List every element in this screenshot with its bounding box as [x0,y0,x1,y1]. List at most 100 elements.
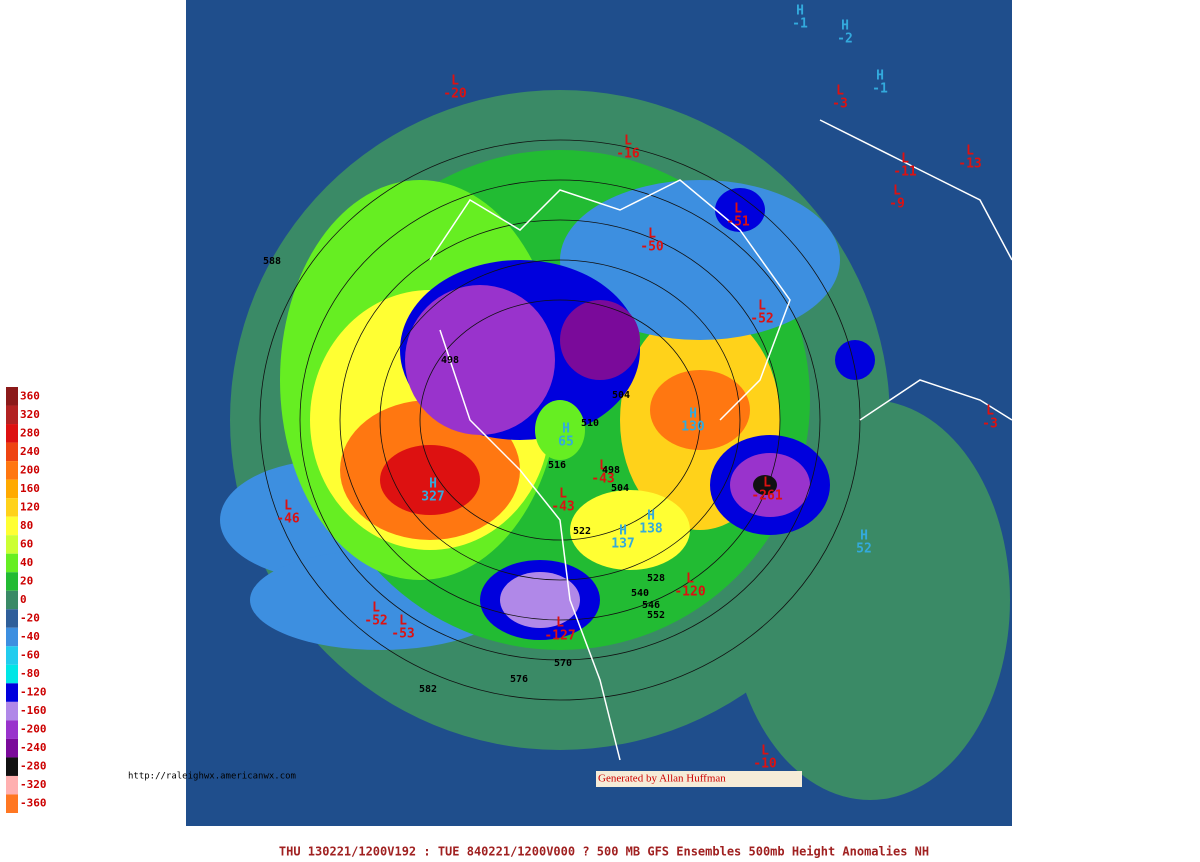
legend-swatch [6,720,18,739]
contour-label: 546 [642,600,660,611]
legend-label: -60 [20,649,40,662]
center-value: -52 [364,614,387,629]
legend-swatch [6,609,18,628]
legend-label: 320 [20,408,40,421]
center-type: H [562,422,570,437]
center-type: L [556,616,564,631]
center-type: L [372,601,380,616]
legend-swatch [6,535,18,554]
center-type: L [966,144,974,159]
center-type: H [841,19,849,34]
center-value: -261 [751,489,782,504]
url: http://raleighwx.americanwx.com [128,772,296,782]
center-type: L [648,227,656,242]
legend-swatch [6,553,18,573]
contour-label: 504 [612,390,630,401]
legend-swatch [6,757,18,776]
center-type: L [559,487,567,502]
center-value: -1 [872,82,888,97]
legend-swatch [6,738,18,758]
legend-swatch [6,479,18,499]
legend-swatch [6,461,18,480]
contour-label: 552 [647,610,665,621]
legend-label: 280 [20,426,40,439]
legend-swatch [6,646,18,665]
center-type: H [429,477,437,492]
legend-label: 0 [20,593,27,606]
center-type: L [836,84,844,99]
credit-box [596,771,802,787]
legend-swatch [6,405,18,425]
center-value: -127 [544,629,575,644]
center-value: -1 [792,17,808,32]
contour-label: 588 [263,256,281,267]
legend-label: -40 [20,630,40,643]
legend-label: -240 [20,741,47,754]
legend-label: 80 [20,519,33,532]
contour-label: 510 [581,418,599,429]
legend-label: 240 [20,445,40,458]
legend-label: 60 [20,537,33,550]
center-value: -2 [837,32,853,47]
contour-label: 504 [611,483,629,494]
center-type: H [619,524,627,539]
legend-swatch [6,387,18,406]
legend-label: -160 [20,704,47,717]
center-type: L [758,299,766,314]
center-type: H [860,529,868,544]
center-type: H [647,509,655,524]
legend-swatch [6,424,18,443]
center-value: 52 [856,542,872,557]
center-type: L [284,499,292,514]
center-type: L [686,572,694,587]
center-value: -11 [893,165,917,180]
legend-swatch [6,664,18,684]
coastlines [429,119,1013,761]
contour-label: 570 [554,658,572,669]
legend-bar: 360320280240200160120806040200-20-40-60-… [6,387,47,813]
center-value: -46 [276,512,300,527]
center-value: -9 [889,197,905,212]
legend-label: -360 [20,797,47,810]
center-value: 327 [421,490,444,505]
center-type: H [689,407,697,422]
legend-label: 360 [20,389,40,402]
center-value: -10 [753,757,777,772]
legend-swatch [6,516,18,536]
legend-swatch [6,590,18,610]
legend-swatch [6,775,18,795]
legend-label: -320 [20,778,47,791]
center-type: L [986,404,994,419]
center-value: -3 [832,97,848,112]
center-type: L [901,152,909,167]
legend-swatch [6,794,18,813]
contour-label: 582 [419,684,437,695]
legend-label: 200 [20,463,40,476]
legend-label: 160 [20,482,40,495]
legend-swatch [6,572,18,591]
legend-label: -80 [20,667,40,680]
center-type: L [624,134,632,149]
legend-swatch [6,498,18,517]
center-value: -53 [391,627,414,642]
contour-labels: 498 510 516 504 522 570 576 582 588 504 528 5405465… [263,256,665,695]
contour-label: 498 [602,465,620,476]
center-value: -20 [443,87,467,102]
center-value: -52 [750,312,773,327]
center-type: H [876,69,884,84]
center-value: 130 [681,420,705,435]
center-value: -13 [958,157,981,172]
center-value: -3 [982,417,998,432]
center-value: -43 [551,500,574,515]
center-value: -51 [726,215,750,230]
pressure-centers: L-20L-16L-50L-51L-52H130L-261H327L-46L-5… [276,4,998,772]
center-type: L [893,184,901,199]
center-value: -43 [591,472,614,487]
center-type: L [399,614,407,629]
center-type: H [796,4,804,19]
contour-label: 498 [441,355,459,366]
height-contours [259,139,861,701]
center-type: L [734,202,742,217]
legend-swatch [6,701,18,721]
